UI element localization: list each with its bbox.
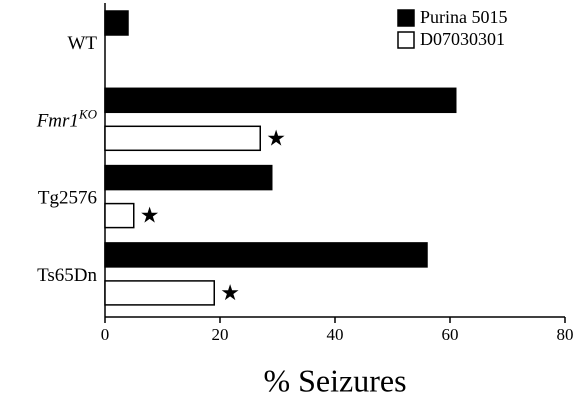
significance-mark: ★ — [220, 280, 240, 305]
legend-label: Purina 5015 — [420, 7, 508, 27]
category-name: WT — [67, 33, 97, 54]
x-tick-label: 20 — [212, 325, 229, 344]
legend-label: D07030301 — [420, 29, 505, 49]
legend-swatch — [397, 31, 415, 49]
bar — [104, 242, 428, 268]
y-tick-label: Tg2576 — [38, 188, 97, 209]
x-tick-label: 60 — [442, 325, 459, 344]
x-tick-label: 40 — [327, 325, 344, 344]
significance-mark: ★ — [266, 125, 286, 150]
x-axis-label: % Seizures — [263, 362, 406, 398]
bar — [104, 10, 129, 36]
y-tick-label: Fmr1KO — [36, 106, 98, 131]
category-superscript: KO — [78, 106, 98, 121]
category-name: Tg2576 — [38, 188, 97, 209]
x-tick-label: 80 — [557, 325, 574, 344]
bar — [104, 164, 273, 191]
y-tick-label: Ts65Dn — [37, 265, 97, 286]
y-tick-label: WT — [67, 33, 97, 54]
bar — [104, 280, 215, 306]
category-name: Ts65Dn — [37, 265, 97, 286]
legend-swatch — [397, 9, 415, 27]
bar — [104, 125, 261, 152]
bar — [104, 87, 457, 114]
x-tick-label: 0 — [101, 325, 110, 344]
bar — [104, 202, 135, 229]
significance-mark: ★ — [140, 203, 160, 228]
category-name: Fmr1 — [36, 111, 79, 132]
